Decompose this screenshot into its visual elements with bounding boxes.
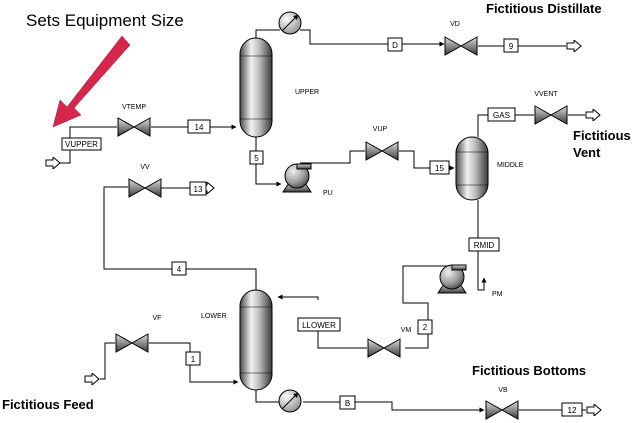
valve-label-vd: VD	[450, 21, 460, 28]
stream-box-1[interactable]: 1	[185, 351, 201, 366]
valve-vv-icon[interactable]	[128, 178, 162, 198]
feed-inlet-icon	[84, 373, 100, 385]
bottoms-outlet-icon	[586, 404, 602, 416]
stream-label-vupper: VUPPER	[65, 140, 98, 149]
stream-label-2: 2	[423, 323, 428, 332]
annotation-text: Sets Equipment Size	[26, 11, 184, 30]
stream-label-d: D	[392, 41, 398, 50]
stream-label-13: 13	[194, 185, 203, 194]
stream-box-d[interactable]: D	[387, 37, 403, 52]
stream-label-1: 1	[191, 355, 196, 364]
valve-vb-icon[interactable]	[485, 400, 519, 420]
stream-lower-bottom-line[interactable]	[255, 388, 279, 403]
stream-box-15[interactable]: 15	[429, 160, 450, 175]
stream-box-vupper[interactable]: VUPPER	[61, 137, 102, 151]
stream-label-15: 15	[435, 164, 444, 173]
stream-pu-discharge-line[interactable]	[300, 150, 365, 164]
valve-label-vtemp: VTEMP	[122, 104, 146, 111]
valve-label-vup: VUP	[373, 126, 388, 133]
valve-vf-icon[interactable]	[115, 333, 149, 353]
valve-label-vb: VB	[498, 387, 508, 394]
stream-label-b: B	[345, 399, 350, 408]
stream-lower-reflux-line[interactable]	[277, 294, 319, 300]
stream-b-line[interactable]	[303, 401, 485, 413]
red-arrow-icon	[52, 35, 131, 128]
lower-column[interactable]	[239, 289, 273, 391]
valve-label-vv: VV	[140, 164, 150, 171]
distillate-outlet-icon	[566, 40, 582, 52]
callout-feed: Fictitious Feed	[2, 397, 94, 412]
valve-label-vvent: VVENT	[534, 91, 558, 98]
callout-bottoms: Fictitious Bottoms	[472, 363, 586, 378]
callout-vent-line2: Vent	[573, 145, 601, 160]
pump-pu-icon[interactable]	[282, 163, 312, 193]
valve-vd-icon[interactable]	[444, 36, 478, 56]
valve-vm-icon[interactable]	[367, 338, 401, 358]
stream-pm-suction-line[interactable]	[478, 277, 487, 291]
stream-box-13[interactable]: 13	[189, 181, 207, 196]
unit-label-pm: PM	[492, 291, 503, 298]
stream-label-14: 14	[195, 123, 204, 132]
stream-label-5: 5	[254, 154, 259, 163]
upper-column[interactable]	[239, 37, 273, 138]
stream-label-llower: LLOWER	[302, 321, 336, 330]
valve-vvent-icon[interactable]	[534, 105, 568, 125]
reboiler-icon[interactable]	[278, 389, 302, 413]
stream-box-4[interactable]: 4	[171, 261, 187, 276]
valve-vtemp-icon[interactable]	[117, 117, 151, 137]
unit-label-pu: PU	[323, 190, 333, 197]
stream-d-line[interactable]	[300, 29, 445, 47]
middle-vessel[interactable]	[455, 136, 489, 201]
condenser-icon[interactable]	[278, 11, 302, 35]
unit-label-upper: UPPER	[295, 89, 319, 96]
vent-outlet-icon	[585, 109, 601, 121]
callout-vent-line1: Fictitious	[573, 128, 631, 143]
stream-box-2[interactable]: 2	[417, 319, 433, 335]
stream-box-9[interactable]: 9	[503, 38, 519, 53]
stream-box-llower[interactable]: LLOWER	[297, 317, 341, 332]
vupper-inlet-icon	[45, 157, 61, 169]
stream-box-b[interactable]: B	[339, 395, 356, 410]
stream-box-14[interactable]: 14	[187, 119, 211, 134]
stream-box-gas[interactable]: GAS	[487, 107, 516, 122]
stream-lines	[60, 29, 586, 413]
stream-label-4: 4	[177, 265, 182, 274]
stream-label-rmid: RMID	[474, 241, 495, 250]
stream-feed-in-line[interactable]	[100, 342, 115, 380]
callout-distillate: Fictitious Distillate	[486, 1, 602, 16]
valve-label-vm: VM	[401, 327, 412, 334]
stream-label-12: 12	[568, 406, 577, 415]
valve-label-vf: VF	[153, 315, 162, 322]
stream-box-5[interactable]: 5	[249, 150, 264, 165]
stream-pm-discharge-line[interactable]	[402, 265, 449, 349]
pump-pm-icon[interactable]	[437, 264, 467, 294]
unit-label-middle: MIDDLE	[497, 162, 524, 169]
unit-label-lower: LOWER	[201, 313, 227, 320]
stream-box-12[interactable]: 12	[561, 402, 583, 417]
stream-box-rmid[interactable]: RMID	[468, 237, 500, 252]
stream-label-9: 9	[509, 42, 514, 51]
stream-overhead-line[interactable]	[255, 29, 280, 38]
annotation-arrow	[52, 35, 131, 128]
valve-vup-icon[interactable]	[365, 141, 399, 161]
stream-label-gas: GAS	[493, 111, 510, 120]
stream-4-line[interactable]	[103, 186, 257, 293]
